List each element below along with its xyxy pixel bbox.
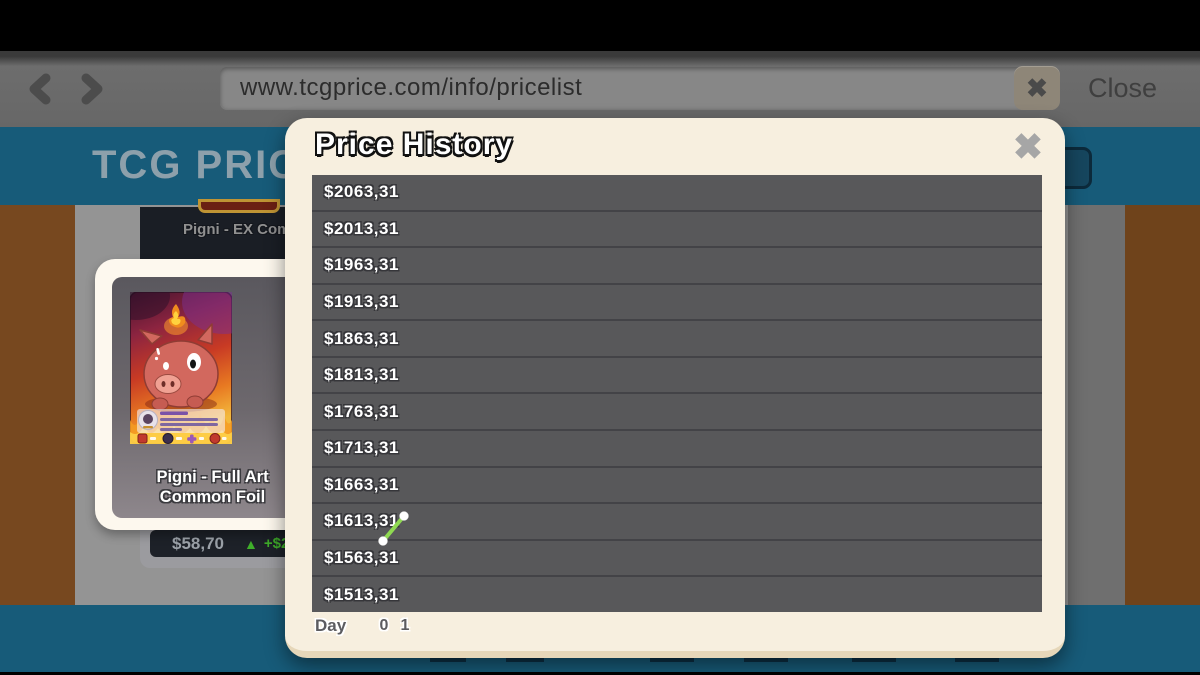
- chart-grid-row: $2013,31: [312, 212, 1042, 249]
- chart-grid-row: $1913,31: [312, 285, 1042, 322]
- y-tick-label: $1513,31: [324, 584, 399, 604]
- browser-toolbar: www.tcgprice.com/info/pricelist ✖ Close: [0, 51, 1200, 127]
- y-tick-label: $1563,31: [324, 548, 399, 568]
- browser-close-button[interactable]: Close: [1088, 73, 1158, 103]
- ex-card-thumbnail: [198, 199, 280, 213]
- chart-grid-row: $1613,31: [312, 504, 1042, 541]
- pigni-card-art: [102, 270, 266, 445]
- screen-bottom-edge: [0, 672, 1200, 675]
- page-background-right: [1125, 205, 1200, 605]
- page-content-column-right: [1068, 205, 1125, 605]
- card-name-line2: Common Foil: [159, 488, 266, 506]
- y-tick-label: $1613,31: [324, 511, 399, 531]
- url-bar[interactable]: www.tcgprice.com/info/pricelist ✖: [220, 66, 1060, 110]
- chart-grid-row: $1863,31: [312, 321, 1042, 358]
- card-price: $58,70: [172, 533, 224, 553]
- ex-card-label: Pigni - EX Comm: [183, 221, 304, 238]
- chart-grid-row: $1713,31: [312, 431, 1042, 468]
- price-history-modal: Price History ✖ $2063,31 $2013,31 $1963,…: [285, 118, 1065, 658]
- y-tick-label: $1663,31: [324, 474, 399, 494]
- selected-card-name: Pigni - Full Art Common Foil: [112, 467, 313, 507]
- browser-back-button[interactable]: [23, 71, 59, 107]
- selected-card-panel: Pigni - Full Art Common Foil: [95, 259, 330, 530]
- x-icon: ✖: [1026, 72, 1048, 103]
- chevron-left-icon: [29, 73, 51, 105]
- y-tick-label: $1763,31: [324, 401, 399, 421]
- chart-grid-row: $1513,31: [312, 577, 1042, 612]
- y-tick-label: $1863,31: [324, 328, 399, 348]
- y-tick-label: $1913,31: [324, 292, 399, 312]
- chart-grid-row: $1563,31: [312, 541, 1042, 578]
- y-tick-label: $1813,31: [324, 365, 399, 385]
- x-tick-1: 1: [400, 617, 410, 634]
- modal-close-button[interactable]: ✖: [1013, 126, 1043, 168]
- chart-grid-row: $1663,31: [312, 468, 1042, 505]
- chart-grid-row: $2063,31: [312, 175, 1042, 212]
- x-tick-0: 0: [379, 617, 389, 634]
- browser-forward-button[interactable]: [73, 71, 109, 107]
- chart-grid-row: $1813,31: [312, 358, 1042, 395]
- modal-title: Price History: [315, 128, 514, 161]
- chart-grid-row: $1763,31: [312, 394, 1042, 432]
- url-text: www.tcgprice.com/info/pricelist: [240, 74, 583, 101]
- y-tick-label: $2013,31: [324, 218, 399, 238]
- chevron-right-icon: [81, 73, 103, 105]
- y-tick-label: $1713,31: [324, 438, 399, 458]
- url-clear-button[interactable]: ✖: [1014, 66, 1060, 110]
- page-background-left: [0, 205, 75, 605]
- chart-grid-row: $1963,31: [312, 248, 1042, 285]
- card-art[interactable]: [102, 270, 266, 445]
- card-name-line1: Pigni - Full Art: [156, 468, 269, 486]
- price-history-chart: $2063,31 $2013,31 $1963,31 $1913,31 $186…: [312, 175, 1042, 612]
- price-up-arrow-icon: ▲: [244, 535, 258, 552]
- x-axis: Day 0 1: [285, 616, 1065, 646]
- x-icon: ✖: [1012, 126, 1043, 167]
- y-tick-label: $2063,31: [324, 182, 399, 202]
- x-axis-label: Day: [315, 616, 347, 635]
- y-tick-label: $1963,31: [324, 255, 399, 275]
